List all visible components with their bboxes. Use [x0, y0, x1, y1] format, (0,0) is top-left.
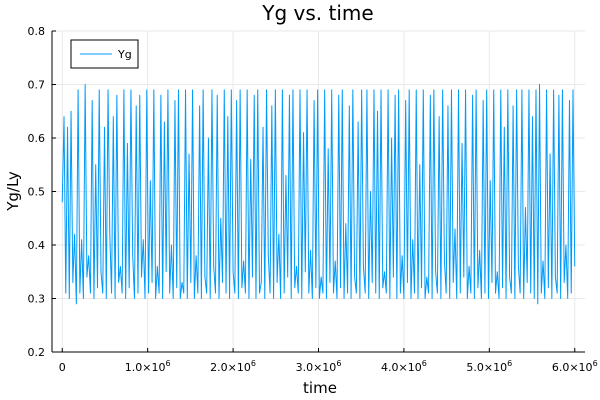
- x-tick-label: 1.0×106: [125, 359, 171, 374]
- x-tick-mantissa: 3.0×10: [296, 361, 337, 374]
- legend-label-yg: Yg: [117, 48, 132, 61]
- x-tick-label: 2.0×106: [210, 359, 256, 374]
- series-line-yg: [61, 84, 576, 305]
- x-axis-label: time: [303, 379, 337, 397]
- x-axis-ticks: 0 1.0×106 2.0×106 3.0×106 4.0×106 5.0×106 6.0×…: [59, 348, 598, 374]
- y-tick-label: 0.4: [28, 239, 46, 252]
- x-tick-mantissa: 6.0×10: [552, 361, 593, 374]
- x-tick-exponent: 6: [165, 359, 170, 368]
- x-tick-mantissa: 5.0×10: [466, 361, 507, 374]
- y-tick-label: 0.6: [28, 132, 46, 145]
- y-axis-label: Yg/Ly: [4, 171, 22, 212]
- series-layer: [61, 84, 576, 305]
- x-tick-mantissa: 2.0×10: [210, 361, 251, 374]
- x-tick-exponent: 6: [593, 359, 598, 368]
- x-tick-mantissa: 4.0×10: [381, 361, 422, 374]
- x-tick-exponent: 6: [507, 359, 512, 368]
- y-axis-ticks: 0.2 0.3 0.4 0.5 0.6 0.7 0.8: [28, 25, 56, 359]
- x-tick-label: 0: [59, 361, 66, 374]
- x-tick-label: 4.0×106: [381, 359, 427, 374]
- y-tick-label: 0.3: [28, 293, 46, 306]
- x-tick-exponent: 6: [251, 359, 256, 368]
- x-tick-label: 5.0×106: [466, 359, 512, 374]
- x-tick-exponent: 6: [422, 359, 427, 368]
- y-tick-label: 0.8: [28, 25, 46, 38]
- x-tick-mantissa: 0: [59, 361, 66, 374]
- chart-title: Yg vs. time: [261, 1, 373, 25]
- x-tick-label: 3.0×106: [296, 359, 342, 374]
- y-tick-label: 0.2: [28, 346, 46, 359]
- legend: Yg: [70, 39, 139, 69]
- x-tick-exponent: 6: [336, 359, 341, 368]
- y-tick-label: 0.5: [28, 186, 46, 199]
- x-tick-mantissa: 1.0×10: [125, 361, 166, 374]
- x-tick-label: 6.0×106: [552, 359, 598, 374]
- y-tick-label: 0.7: [28, 79, 46, 92]
